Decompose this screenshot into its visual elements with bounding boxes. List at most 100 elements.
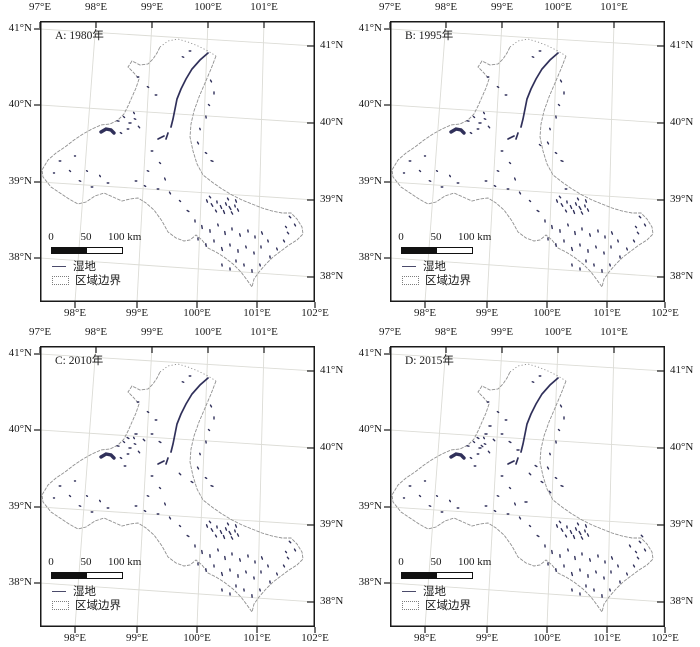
- bottom-axis-label: 98°E: [413, 632, 437, 644]
- left-axis-label: 41°N: [358, 347, 382, 359]
- legend-label-boundary: 区域边界: [425, 275, 471, 287]
- graticule: [391, 22, 664, 301]
- right-axis-label: 38°N: [670, 595, 694, 607]
- top-axis-label: 100°E: [544, 326, 572, 338]
- legend-label-wetland: 湿地: [423, 586, 446, 598]
- map-legend: 湿地 区域边界: [402, 584, 471, 612]
- left-axis-label: 40°N: [8, 423, 32, 435]
- boundary-dotted-box-icon: [52, 600, 69, 610]
- region-boundary-north-dotted: [159, 38, 217, 57]
- left-axis-label: 39°N: [8, 500, 32, 512]
- legend-label-boundary: 区域边界: [75, 275, 121, 287]
- panel-title-c: C: 2010年: [55, 355, 104, 367]
- wetland-features: [402, 375, 647, 598]
- wetland-line-icon: [52, 265, 66, 267]
- left-axis-label: 40°N: [358, 423, 382, 435]
- wetland-line-icon: [402, 590, 416, 592]
- legend-label-boundary: 区域边界: [425, 600, 471, 612]
- top-axis-label: 97°E: [378, 326, 402, 338]
- map-canvas-d: [384, 346, 666, 633]
- left-axis-label: 39°N: [8, 175, 32, 187]
- region-boundary-line: [41, 46, 304, 289]
- region-boundary-line: [391, 371, 654, 614]
- map-panel-d: D: 2015年 0 50 100 km 湿地 区域边界 97°E 98°E 99°…: [359, 326, 694, 644]
- top-axis-label: 99°E: [140, 326, 164, 338]
- top-axis-label: 97°E: [28, 1, 52, 13]
- legend-label-wetland: 湿地: [73, 586, 96, 598]
- map-panel-a: A: 1980年 0 50 100 km 湿地 区域边界 97°E 98°E 99°…: [9, 1, 344, 319]
- bottom-axis-label: 100°E: [183, 307, 211, 319]
- right-axis-label: 40°N: [320, 441, 344, 453]
- right-axis-label: 38°N: [670, 270, 694, 282]
- bottom-axis-label: 99°E: [125, 632, 149, 644]
- top-axis-label: 98°E: [84, 1, 108, 13]
- region-boundary-north-dotted: [159, 363, 217, 382]
- right-axis-label: 40°N: [670, 441, 694, 453]
- region-boundary-north-dotted: [509, 363, 567, 382]
- right-axis-label: 41°N: [320, 39, 344, 51]
- legend-label-wetland: 湿地: [423, 261, 446, 273]
- bottom-axis-label: 101°E: [593, 307, 621, 319]
- map-legend: 湿地 区域边界: [52, 584, 121, 612]
- left-axis-label: 40°N: [8, 98, 32, 110]
- top-axis-label: 101°E: [250, 1, 278, 13]
- legend-label-wetland: 湿地: [73, 261, 96, 273]
- right-axis-label: 41°N: [670, 39, 694, 51]
- boundary-dotted-box-icon: [402, 600, 419, 610]
- left-axis-label: 39°N: [358, 175, 382, 187]
- bottom-axis-label: 101°E: [593, 632, 621, 644]
- top-axis-label: 98°E: [434, 326, 458, 338]
- top-axis-label: 100°E: [544, 1, 572, 13]
- boundary-dotted-box-icon: [52, 275, 69, 285]
- graticule: [41, 347, 314, 626]
- top-axis-label: 98°E: [434, 1, 458, 13]
- map-frame: [40, 21, 315, 302]
- bottom-axis-label: 99°E: [125, 307, 149, 319]
- map-canvas-c: [34, 346, 316, 633]
- right-axis-label: 39°N: [670, 518, 694, 530]
- bottom-axis-label: 101°E: [243, 632, 271, 644]
- region-boundary-line: [391, 46, 654, 289]
- wetland-line-icon: [52, 590, 66, 592]
- left-axis-label: 38°N: [358, 576, 382, 588]
- left-axis-label: 38°N: [8, 576, 32, 588]
- wetland-features: [402, 50, 647, 273]
- left-axis-label: 39°N: [358, 500, 382, 512]
- tick-marks: [34, 347, 316, 633]
- region-boundary-line: [41, 371, 304, 614]
- legend-row-boundary: 区域边界: [402, 598, 471, 612]
- map-frame: [40, 346, 315, 627]
- tick-marks: [384, 347, 666, 633]
- wetland-line-icon: [402, 265, 416, 267]
- legend-row-boundary: 区域边界: [52, 273, 121, 287]
- top-axis-label: 101°E: [250, 326, 278, 338]
- map-frame: [390, 21, 665, 302]
- top-axis-label: 100°E: [194, 326, 222, 338]
- top-axis-label: 98°E: [84, 326, 108, 338]
- bottom-axis-label: 102°E: [301, 632, 329, 644]
- right-axis-label: 38°N: [320, 595, 344, 607]
- bottom-axis-label: 102°E: [651, 307, 679, 319]
- legend-row-wetland: 湿地: [402, 259, 471, 273]
- right-axis-label: 40°N: [320, 116, 344, 128]
- wetland-features: [52, 375, 297, 598]
- region-boundary-north-dotted: [509, 38, 567, 57]
- right-axis-label: 39°N: [320, 193, 344, 205]
- right-axis-label: 39°N: [670, 193, 694, 205]
- top-axis-label: 101°E: [600, 1, 628, 13]
- bottom-axis-label: 100°E: [183, 632, 211, 644]
- map-panel-b: B: 1995年 0 50 100 km 湿地 区域边界 97°E 98°E 99°…: [359, 1, 694, 319]
- map-canvas-b: [384, 21, 666, 308]
- map-legend: 湿地 区域边界: [402, 259, 471, 287]
- map-legend: 湿地 区域边界: [52, 259, 121, 287]
- bottom-axis-label: 99°E: [475, 632, 499, 644]
- tick-marks: [384, 22, 666, 308]
- right-axis-label: 38°N: [320, 270, 344, 282]
- graticule: [391, 347, 664, 626]
- graticule: [41, 22, 314, 301]
- panel-title-a: A: 1980年: [55, 30, 104, 42]
- left-axis-label: 41°N: [8, 347, 32, 359]
- legend-row-wetland: 湿地: [402, 584, 471, 598]
- bottom-axis-label: 100°E: [533, 307, 561, 319]
